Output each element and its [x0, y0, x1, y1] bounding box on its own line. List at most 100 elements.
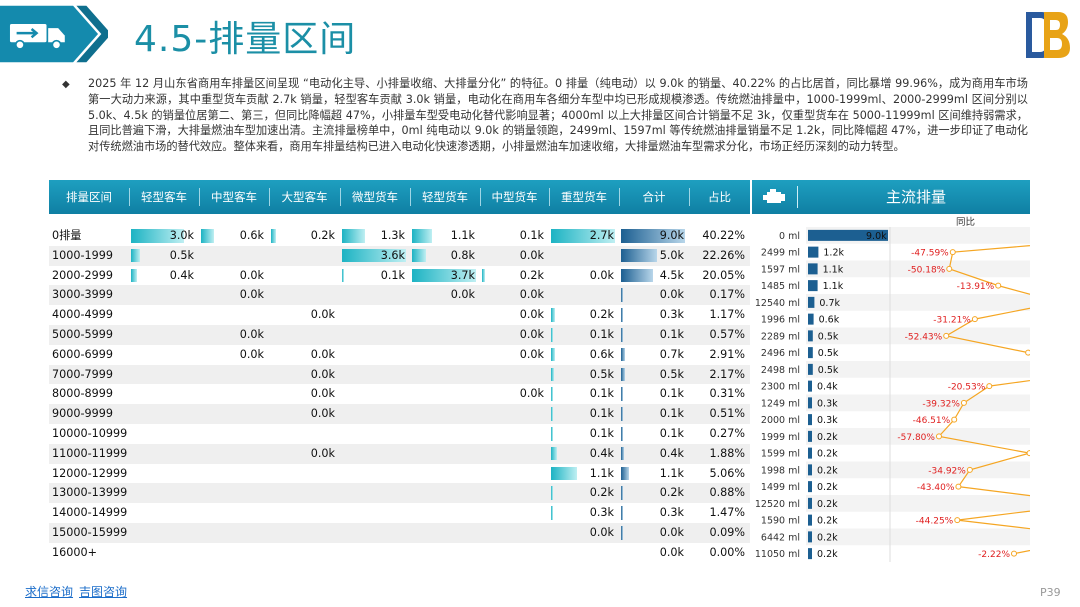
cell-value: 0.6k [589, 347, 614, 361]
table-row: 0排量 3.0k 0.6k 0.2k 1.3k 1.1k 0.1k 2.7k 9.0k 40.22… [49, 226, 750, 246]
side-sales-value: 0.7k [819, 298, 840, 309]
side-sales-bar [808, 296, 815, 308]
cell-value: 0.0k [659, 545, 684, 559]
table-cell: 0.5k [551, 365, 617, 385]
value-bar [551, 328, 553, 342]
column-header[interactable]: 轻型货车 [422, 190, 468, 204]
column-header[interactable]: 中型客车 [211, 190, 257, 204]
side-item-name: 1485 ml [761, 281, 800, 292]
side-item-name: 12520 ml [755, 499, 800, 510]
column-header[interactable]: 中型货车 [491, 190, 538, 204]
table-cell [412, 345, 478, 365]
value-bar [621, 387, 623, 401]
table-cell [482, 365, 547, 385]
table-cell [201, 246, 267, 266]
table-cell: 0.0k [482, 246, 547, 266]
side-item-name: 1249 ml [761, 398, 800, 409]
side-sales-value: 9.0k [866, 231, 887, 242]
side-sales-bar [808, 280, 818, 292]
cell-value: 40.22% [702, 229, 745, 242]
table-cell [342, 543, 408, 563]
table-cell [131, 305, 197, 325]
table-cell: 0.09% [691, 523, 748, 543]
cell-value: 0.27% [709, 427, 745, 440]
table-row: 15000-15999 0.0k 0.0k 0.09% [49, 523, 750, 543]
column-header[interactable]: 轻型客车 [141, 190, 187, 204]
cell-value: 0.0k [589, 526, 614, 539]
table-cell: 0.1k [482, 226, 547, 246]
column-header[interactable]: 重型货车 [561, 190, 607, 204]
value-bar [551, 506, 553, 520]
value-bar [621, 506, 623, 520]
table-cell: 0.0k [271, 404, 338, 424]
value-bar [201, 229, 214, 243]
table-cell: 1.1k [621, 464, 687, 484]
cell-value: 0.0k [310, 407, 335, 421]
table-cell [131, 325, 197, 345]
yoy-label-value: -52.43% [905, 332, 943, 342]
value-bar [482, 268, 486, 283]
column-header[interactable]: 合计 [642, 190, 666, 204]
table-cell: 0.4k [621, 444, 687, 464]
table-cell [551, 285, 617, 305]
link-jitu[interactable]: 吉图咨询 [79, 585, 128, 599]
row-label: 16000+ [52, 545, 97, 559]
value-bar [621, 347, 626, 362]
table-cell [482, 543, 547, 563]
table-cell [271, 285, 338, 305]
table-cell: 0.1k [621, 325, 687, 345]
table-cell: 0.2k [551, 483, 617, 503]
cell-value: 22.26% [702, 248, 745, 262]
row-label: 9000-9999 [52, 407, 113, 421]
yoy-label-value: -34.92% [928, 466, 966, 476]
side-sales-value: 0.2k [817, 432, 838, 443]
table-row: 16000+ 0.0k 0.00% [49, 543, 750, 563]
side-sales-value: 1.1k [823, 281, 844, 292]
cell-value: 20.05% [702, 268, 745, 282]
table-cell [482, 464, 547, 484]
table-cell: 0.57% [691, 325, 748, 345]
table-cell [201, 523, 267, 543]
column-header[interactable]: 大型客车 [281, 190, 328, 204]
side-sales-bar [808, 531, 812, 543]
link-qiuxin[interactable]: 求信咨询 [25, 585, 74, 599]
table-cell [342, 483, 408, 503]
cell-value: 0.3k [659, 308, 684, 322]
cell-value: 0.2k [519, 268, 544, 282]
table-cell [201, 483, 267, 503]
cell-value: 0.5k [169, 248, 194, 262]
value-bar [551, 486, 553, 500]
table-cell: 0.51% [691, 404, 748, 424]
column-header[interactable]: 微型货车 [352, 190, 398, 204]
side-item-name: 11050 ml [755, 549, 800, 560]
table-cell [551, 246, 617, 266]
cell-value: 1.47% [709, 506, 745, 520]
top-displacement-chart: 0 ml 9.0k 2499 ml 1.2k 1597 ml 1.1k 1485 ml 1.1… [755, 227, 1030, 562]
table-cell: 0.0k [201, 285, 267, 305]
cell-value: 0.0k [519, 288, 544, 302]
table-cell [342, 365, 408, 385]
column-header[interactable]: 占比 [708, 190, 731, 204]
side-sales-value: 0.3k [817, 415, 838, 426]
table-row: 8000-8999 0.0k 0.0k 0.1k 0.1k 0.31% [49, 384, 750, 404]
row-label: 4000-4999 [52, 308, 113, 322]
row-label: 0排量 [52, 229, 82, 242]
cell-value: 9.0k [659, 229, 684, 242]
table-cell: 2.91% [691, 345, 748, 365]
table-cell: 0.2k [482, 266, 547, 286]
yoy-point [949, 249, 956, 256]
table-cell [482, 523, 547, 543]
table-cell: 0.1k [551, 424, 617, 444]
table-cell [342, 384, 408, 404]
bullet-icon: ◆ [62, 79, 70, 90]
column-header[interactable]: 排量区间 [66, 190, 112, 204]
table-cell [412, 384, 478, 404]
yoy-label-value: -47.59% [911, 249, 949, 259]
table-cell: 0.3k [621, 503, 687, 523]
table-cell: 2.7k [551, 226, 617, 246]
table-cell: 0.6k [551, 345, 617, 365]
cell-value: 0.1k [659, 427, 684, 440]
yoy-point [1026, 450, 1030, 457]
table-row: 7000-7999 0.0k 0.5k 0.5k 2.17% [49, 364, 750, 385]
side-sales-value: 0.2k [817, 465, 838, 476]
